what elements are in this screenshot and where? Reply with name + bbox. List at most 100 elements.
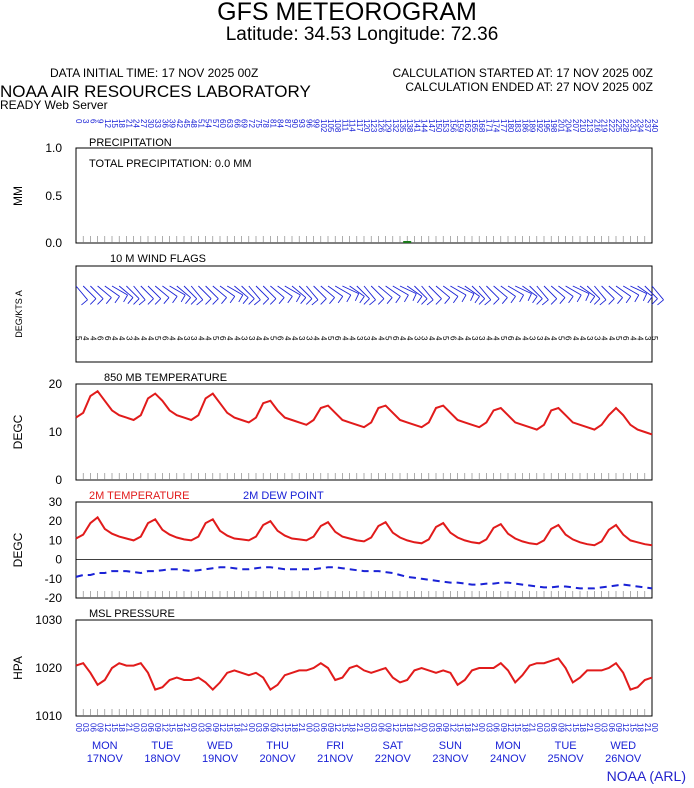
wind-flag xyxy=(493,298,500,305)
wind-flag xyxy=(501,297,508,304)
wind-barb xyxy=(154,285,170,298)
wind-barb xyxy=(421,285,434,301)
wind-speed-label: 5 xyxy=(614,336,623,341)
day-date: 23NOV xyxy=(432,753,469,765)
hour-label: 219 xyxy=(600,119,609,133)
day-date: 22NOV xyxy=(375,753,412,765)
calculation-started: CALCULATION STARTED AT: 17 NOV 2025 00Z xyxy=(392,66,653,80)
wind-flag xyxy=(185,297,191,304)
time-label: 00 xyxy=(477,723,486,732)
wind-barb xyxy=(385,285,401,297)
dewpoint-line xyxy=(75,566,653,590)
hour-label: 42 xyxy=(175,119,184,128)
wind-barb xyxy=(284,285,301,296)
wind-barb xyxy=(82,285,97,300)
day-of-week: WED xyxy=(207,740,233,752)
wind-flag xyxy=(287,296,293,304)
time-label: 21 xyxy=(182,723,191,732)
wind-flag xyxy=(229,296,236,304)
wind-flag xyxy=(253,299,261,306)
hour-label: 144 xyxy=(420,119,429,133)
wind-flag xyxy=(278,297,285,304)
hour-label: 180 xyxy=(506,119,515,133)
wind-flag xyxy=(474,296,480,304)
hour-label: 159 xyxy=(456,119,465,133)
wind-barb xyxy=(601,285,615,300)
wind-barb xyxy=(464,285,480,297)
y-tick-label: -20 xyxy=(45,591,63,605)
wind-barb xyxy=(608,285,623,298)
hour-label: 93 xyxy=(297,119,306,128)
wind-flag xyxy=(127,297,134,304)
wind-flag xyxy=(541,299,549,306)
hour-label: 66 xyxy=(232,119,241,128)
wind-flag xyxy=(634,294,640,303)
y-tick-label: 1010 xyxy=(35,709,62,723)
hour-label: 3 xyxy=(81,119,90,124)
hour-label: 192 xyxy=(535,119,544,133)
wind-barb xyxy=(630,285,647,295)
hour-label: 126 xyxy=(376,119,385,133)
wind-flag xyxy=(403,294,409,303)
y-axis-label: DEGC xyxy=(11,414,25,449)
wind-flag xyxy=(585,293,590,302)
time-label: 03 xyxy=(542,723,551,732)
wind-barb xyxy=(140,285,154,300)
hour-label: 18 xyxy=(117,119,126,128)
hour-label: 168 xyxy=(477,119,486,133)
wind-flag xyxy=(163,297,170,304)
hour-label: 69 xyxy=(240,119,249,128)
wind-barb xyxy=(363,285,376,301)
wind-flag xyxy=(147,298,154,305)
wind-speed-label: 4 xyxy=(607,336,616,341)
y-tick-label: 30 xyxy=(49,495,63,509)
time-label: 21 xyxy=(643,723,652,732)
wind-speed-label: 4 xyxy=(168,336,177,341)
wind-speed-label: 4 xyxy=(319,336,328,341)
hour-label: 201 xyxy=(556,119,565,133)
time-label: 09 xyxy=(211,723,220,732)
wind-speed-label: 6 xyxy=(391,336,400,341)
wind-speed-label: 6 xyxy=(621,336,630,341)
day-of-week: FRI xyxy=(326,740,344,752)
wind-speed-label: 4 xyxy=(434,336,443,341)
time-label: 03 xyxy=(427,723,436,732)
wind-barb xyxy=(320,285,335,298)
hour-label: 81 xyxy=(268,119,277,128)
wind-barb xyxy=(543,285,558,300)
time-label: 00 xyxy=(74,723,83,732)
hour-label: 213 xyxy=(585,119,594,133)
time-label: 18 xyxy=(290,723,299,732)
wind-flag xyxy=(329,297,335,304)
hour-label: 207 xyxy=(571,119,580,133)
wind-flag xyxy=(363,298,370,305)
wind-speed-label: 4 xyxy=(571,336,580,341)
wind-barb xyxy=(558,285,574,297)
wind-barb xyxy=(406,285,423,297)
wind-barb xyxy=(262,285,277,300)
wind-flag xyxy=(657,299,664,306)
wind-barb xyxy=(133,285,146,301)
wind-barb xyxy=(594,285,607,301)
wind-speed-label: 4 xyxy=(376,336,385,341)
wind-speed-label: 3 xyxy=(643,336,652,341)
time-label: 03 xyxy=(81,723,90,732)
wind-flag xyxy=(133,298,140,305)
wind-speed-label: 4 xyxy=(132,336,141,341)
day-of-week: THU xyxy=(266,740,289,752)
wind-flag xyxy=(617,297,623,304)
time-label: 12 xyxy=(391,723,400,732)
wind-barb xyxy=(428,285,442,300)
day-of-week: TUE xyxy=(151,740,173,752)
time-label: 03 xyxy=(600,723,609,732)
y-axis-label: DEG/KTS A xyxy=(14,290,24,338)
wind-speed-label: 6 xyxy=(506,336,515,341)
wind-barb xyxy=(190,285,204,301)
time-label: 12 xyxy=(218,723,227,732)
time-label: 06 xyxy=(607,723,616,732)
wind-flag xyxy=(426,299,434,306)
time-label: 15 xyxy=(571,723,580,732)
wind-flag xyxy=(221,297,227,304)
y-tick-label: 1020 xyxy=(35,661,62,675)
wind-flag xyxy=(395,296,401,304)
